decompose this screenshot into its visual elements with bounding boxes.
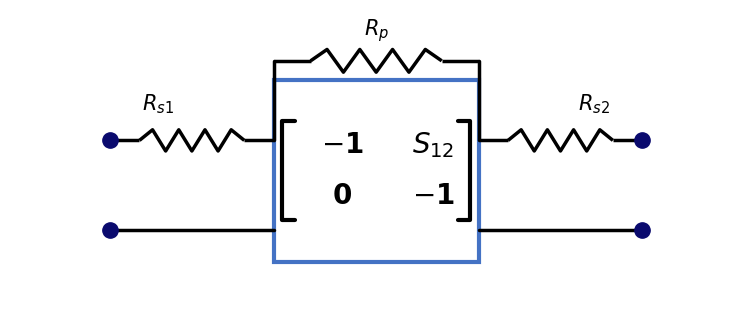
Bar bbox=[274, 80, 479, 262]
Text: $R_p$: $R_p$ bbox=[363, 18, 389, 44]
Text: $\boldsymbol{S_{12}}$: $\boldsymbol{S_{12}}$ bbox=[412, 131, 454, 160]
Text: $R_{s1}$: $R_{s1}$ bbox=[142, 93, 174, 116]
Text: $R_{s2}$: $R_{s2}$ bbox=[578, 93, 610, 116]
Text: $-\mathbf{1}$: $-\mathbf{1}$ bbox=[321, 132, 363, 159]
Text: $-\mathbf{1}$: $-\mathbf{1}$ bbox=[412, 182, 454, 210]
Text: $\mathbf{0}$: $\mathbf{0}$ bbox=[332, 182, 352, 210]
